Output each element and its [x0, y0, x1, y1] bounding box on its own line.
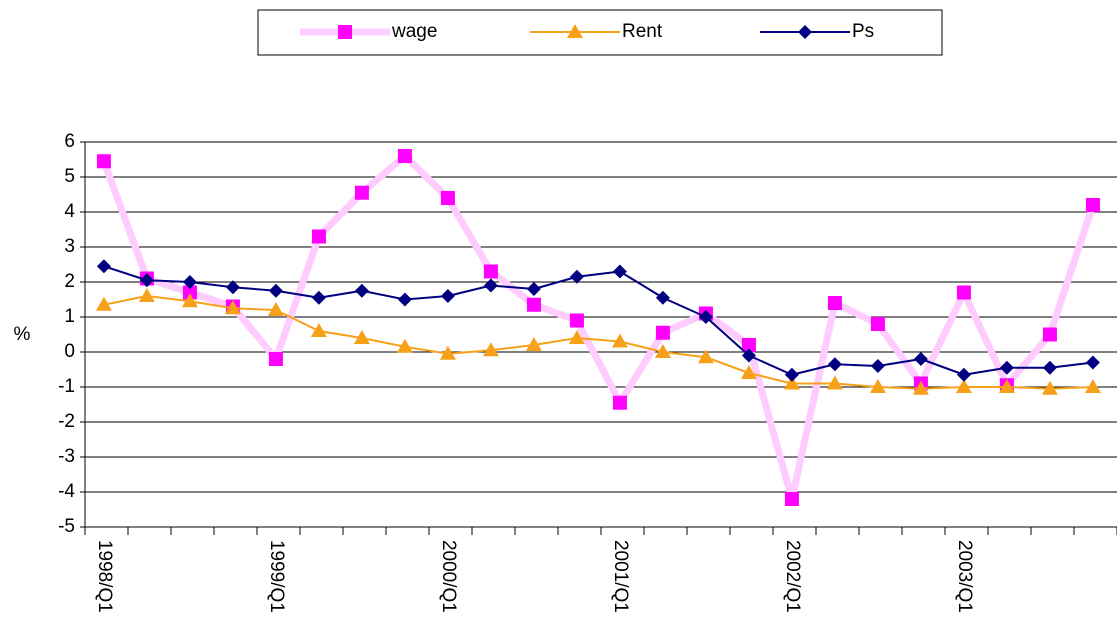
data-point: [999, 360, 1014, 375]
data-point: [482, 342, 499, 357]
data-point: [440, 289, 455, 303]
y-tick-label: -5: [58, 516, 75, 537]
data-point: [526, 297, 541, 312]
data-point: [268, 352, 283, 366]
data-point: [182, 275, 197, 289]
data-point: [397, 292, 412, 307]
data-point: [826, 375, 843, 390]
data-point: [483, 278, 498, 293]
legend-marker: [338, 25, 352, 39]
data-point: [870, 317, 885, 331]
y-tick-label: 0: [64, 341, 75, 362]
data-point: [741, 348, 756, 363]
data-point: [525, 337, 542, 351]
data-point: [784, 367, 799, 382]
data-point: [784, 492, 799, 506]
data-point: [912, 380, 929, 395]
data-point: [96, 154, 111, 169]
data-point: [354, 185, 369, 200]
data-point: [396, 338, 413, 353]
y-tick-label: 6: [64, 131, 75, 152]
y-tick-label: 3: [64, 236, 75, 257]
data-point: [1084, 379, 1101, 393]
data-point: [1085, 355, 1100, 370]
x-tick-label: 2003/Q1: [954, 540, 975, 613]
y-tick-label: 2: [64, 271, 75, 292]
data-point: [956, 367, 971, 382]
x-tick-label: 1999/Q1: [266, 540, 287, 613]
data-point: [913, 352, 928, 366]
data-point: [311, 229, 326, 244]
data-point: [655, 325, 670, 340]
data-point: [611, 333, 628, 348]
x-tick-label: 2001/Q1: [610, 540, 631, 613]
series-line: [100, 152, 1097, 503]
data-point: [439, 345, 456, 360]
data-point: [612, 264, 627, 279]
data-point: [440, 191, 455, 205]
x-tick-label: 2002/Q1: [782, 540, 803, 613]
data-point: [827, 357, 842, 372]
y-tick-label: 1: [64, 306, 75, 327]
data-point: [182, 285, 197, 300]
data-point: [698, 310, 713, 324]
data-point: [1041, 380, 1058, 395]
data-point: [955, 379, 972, 393]
data-point: [1042, 327, 1057, 342]
data-point: [310, 323, 327, 337]
data-point: [827, 296, 842, 310]
y-tick-label: 5: [64, 166, 75, 187]
legend-marker: [567, 24, 583, 38]
data-point: [956, 285, 971, 300]
data-point: [138, 288, 155, 302]
data-point: [526, 282, 541, 296]
y-tick-label: -4: [58, 481, 75, 502]
y-tick-label: -1: [58, 376, 75, 397]
data-point: [569, 269, 584, 284]
legend-marker: [798, 25, 812, 39]
data-point: [569, 313, 584, 328]
data-point: [612, 395, 627, 410]
data-point: [267, 302, 284, 316]
data-point: [224, 300, 241, 315]
data-point: [354, 283, 369, 298]
data-point: [311, 290, 326, 305]
series-line: [103, 295, 1093, 390]
y-tick-label: -3: [58, 446, 75, 467]
legend-label: wage: [391, 21, 437, 42]
data-point: [697, 349, 714, 364]
data-point: [96, 259, 111, 274]
data-point: [95, 296, 112, 311]
data-point: [268, 283, 283, 298]
data-point: [397, 149, 412, 163]
y-axis-label: %: [14, 324, 31, 345]
data-point: [1085, 198, 1100, 212]
series-line: [103, 265, 1094, 376]
y-tick-label: -2: [58, 411, 75, 432]
data-point: [1042, 360, 1057, 375]
data-point: [870, 359, 885, 373]
data-point: [654, 344, 671, 358]
data-point: [568, 330, 585, 344]
x-tick-label: 2000/Q1: [438, 540, 459, 613]
data-point: [741, 338, 756, 352]
data-point: [483, 264, 498, 279]
data-point: [225, 280, 240, 295]
data-point: [353, 330, 370, 344]
data-point: [181, 293, 198, 308]
data-point: [783, 375, 800, 390]
legend-label: Ps: [852, 21, 874, 42]
data-point: [139, 273, 154, 288]
data-point: [869, 379, 886, 393]
data-point: [740, 365, 757, 379]
legend-label: Rent: [622, 21, 663, 42]
x-tick-label: 1998/Q1: [94, 540, 115, 613]
data-point: [998, 379, 1015, 393]
y-tick-label: 4: [64, 201, 75, 222]
data-point: [655, 290, 670, 305]
